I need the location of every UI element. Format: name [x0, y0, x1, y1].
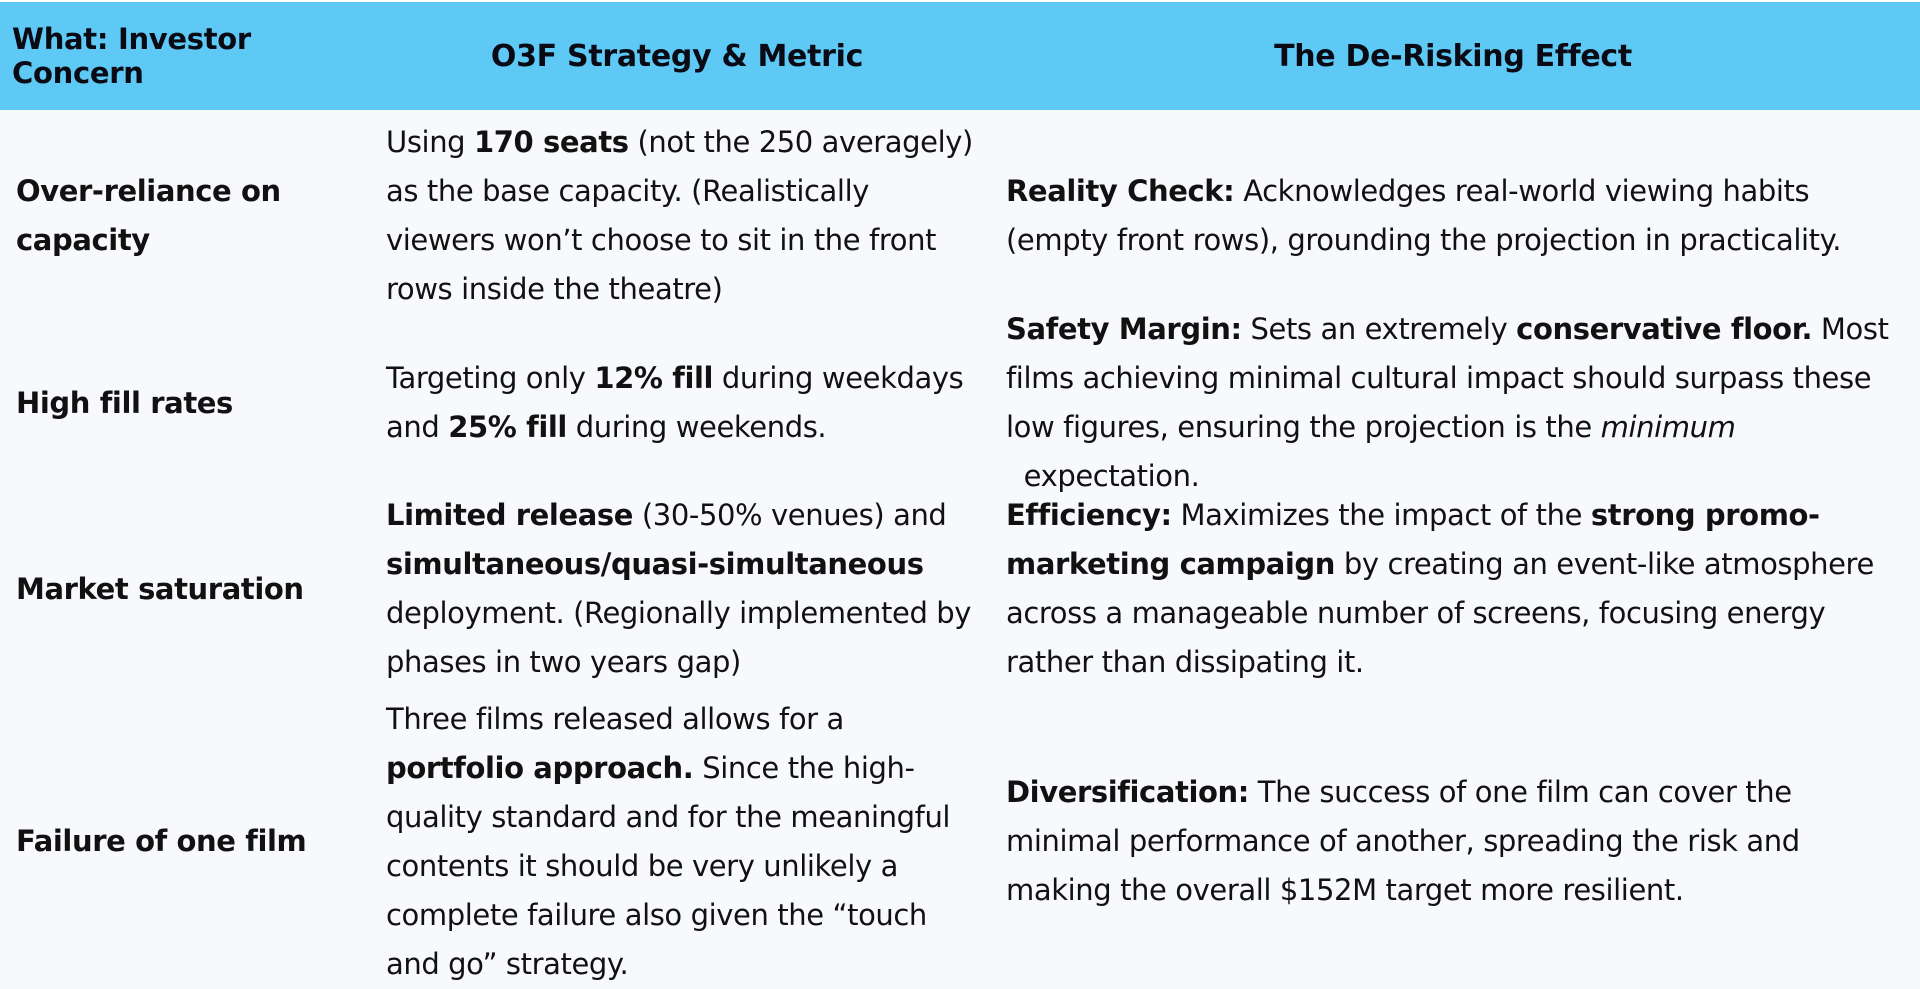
row-4-strategy: Three films released allows for a portfo…: [368, 694, 986, 989]
header-strategy-metric: O3F Strategy & Metric: [368, 0, 986, 110]
strategy-text: Limited release (30-50% venues) and simu…: [386, 498, 972, 679]
strategy-text: Targeting only 12% fill during weekdays …: [386, 361, 964, 444]
concern-text: High fill rates: [16, 385, 233, 420]
effect-label: Diversification:: [1006, 775, 1249, 809]
effect-text: Diversification: The success of one film…: [1006, 775, 1800, 907]
row-4-concern: Failure of one film: [0, 694, 368, 989]
concern-text: Over-reliance on capacity: [16, 174, 281, 257]
row-4-effect: Diversification: The success of one film…: [986, 694, 1920, 989]
row-1-strategy: Using 170 seats (not the 250 averagely) …: [368, 110, 986, 322]
row-1-effect: Reality Check: Acknowledges real-world v…: [986, 110, 1920, 322]
row-1-concern: Over-reliance on capacity: [0, 110, 368, 322]
concern-text: Market saturation: [16, 571, 304, 606]
effect-text: Reality Check: Acknowledges real-world v…: [1006, 174, 1842, 257]
header-derisking-effect: The De-Risking Effect: [986, 0, 1920, 110]
strategy-text: Three films released allows for a portfo…: [386, 701, 951, 981]
effect-label: Efficiency:: [1006, 498, 1172, 532]
row-3-strategy: Limited release (30-50% venues) and simu…: [368, 484, 986, 694]
effect-label: Safety Margin:: [1006, 312, 1242, 346]
row-3-concern: Market saturation: [0, 484, 368, 694]
header-investor-concern: What: Investor Concern: [0, 0, 368, 110]
row-2-strategy: Targeting only 12% fill during weekdays …: [368, 322, 986, 484]
effect-text: Safety Margin: Sets an extremely conserv…: [1006, 312, 1889, 493]
effect-label: Reality Check:: [1006, 174, 1235, 208]
effect-text: Efficiency: Maximizes the impact of the …: [1006, 498, 1874, 679]
row-3-effect: Efficiency: Maximizes the impact of the …: [986, 484, 1920, 694]
strategy-text: Using 170 seats (not the 250 averagely) …: [386, 125, 973, 306]
row-2-effect: Safety Margin: Sets an extremely conserv…: [986, 312, 1920, 493]
concern-text: Failure of one film: [16, 824, 307, 858]
row-2-concern: High fill rates: [0, 322, 368, 484]
